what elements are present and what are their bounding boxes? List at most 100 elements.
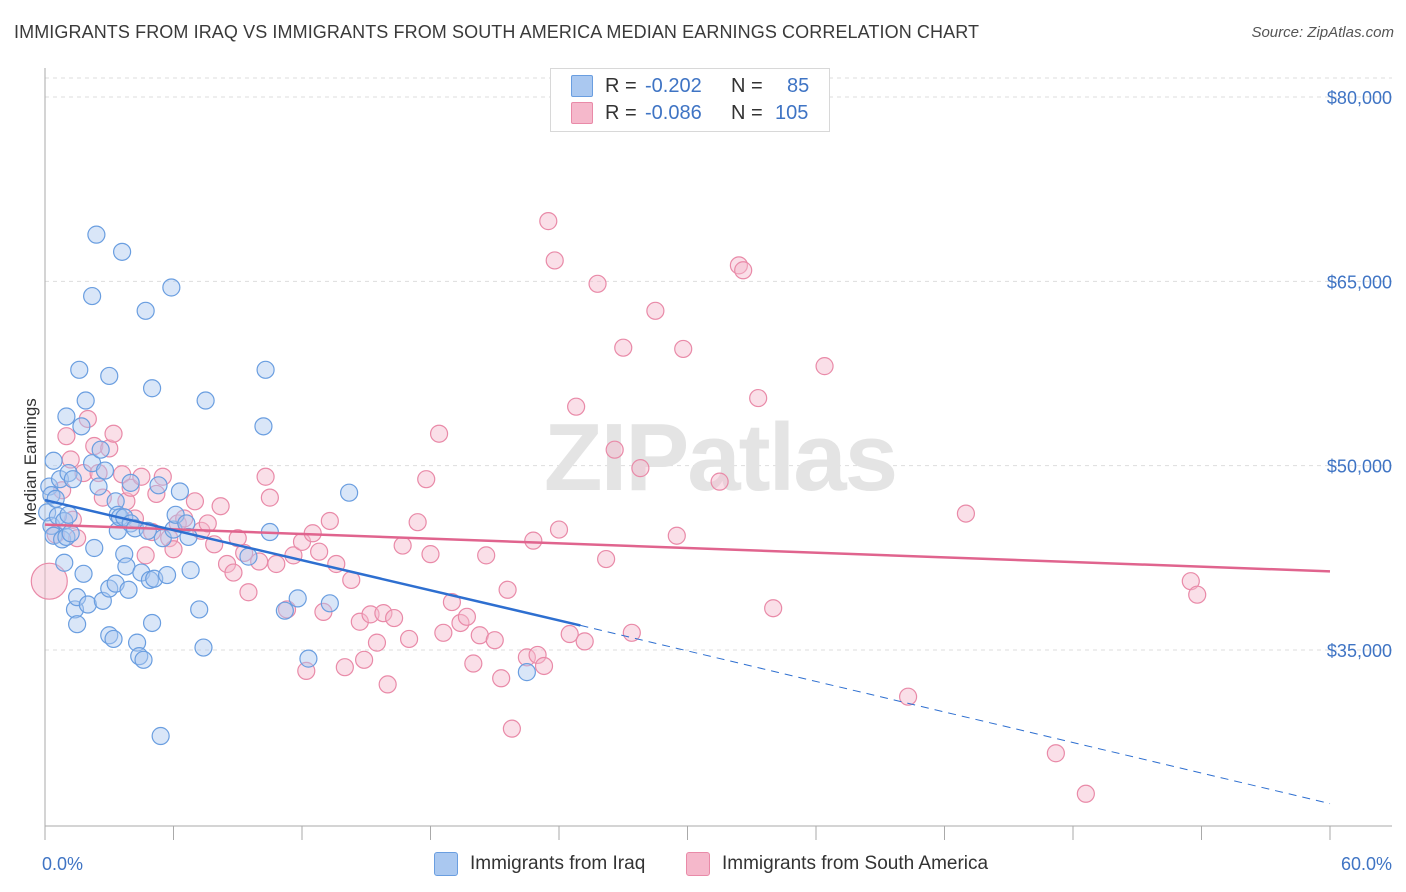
axes (44, 68, 1392, 840)
south-america-point (492, 669, 511, 688)
south-america-point (399, 629, 419, 649)
iraq-point (85, 538, 104, 558)
iraq-point (517, 663, 536, 682)
south-america-point (260, 488, 279, 507)
watermark: ZIPatlas (544, 404, 896, 511)
y-tick-label: $50,000 (1327, 457, 1392, 477)
iraq-point (288, 589, 307, 608)
legend-item-iraq[interactable]: Immigrants from Iraq (434, 852, 645, 876)
iraq-point (61, 524, 80, 543)
south-america-point (374, 604, 393, 623)
iraq-point (162, 278, 181, 297)
south-america-point (164, 540, 183, 559)
south-america-point (498, 580, 517, 599)
iraq-swatch-icon (434, 852, 458, 876)
iraq-point (38, 503, 57, 522)
iraq-point (170, 482, 190, 501)
iraq-point (63, 470, 82, 489)
south-america-point (749, 388, 768, 408)
south-america-point (549, 520, 569, 539)
legend-item-south-america[interactable]: Immigrants from South America (686, 852, 988, 876)
south-america-point (153, 467, 172, 486)
south-america-point (1046, 744, 1065, 763)
iraq-point (78, 595, 97, 614)
south-america-point (710, 472, 729, 491)
south-america-point (256, 467, 275, 486)
south-america-point (355, 650, 374, 669)
south-america-point (631, 459, 650, 478)
iraq-point (299, 649, 318, 668)
south-america-point (502, 719, 521, 738)
south-america-point (198, 514, 217, 533)
iraq-point (134, 650, 153, 669)
n-label: N = (731, 74, 763, 97)
south-america-point (310, 542, 329, 561)
iraq-point (181, 561, 200, 580)
legend-row-south-america: R = -0.086 N = 105 (571, 100, 808, 126)
iraq-point (74, 564, 93, 583)
south-america-point (442, 592, 462, 612)
y-tick-label: $80,000 (1327, 88, 1392, 108)
iraq-point (157, 565, 177, 585)
south-america-point (614, 338, 633, 357)
south-america-point (320, 511, 339, 531)
south-america-point (1188, 585, 1207, 604)
iraq-point (104, 629, 123, 649)
iraq-point (190, 600, 209, 619)
iraq-point (142, 379, 162, 398)
south-america-point (605, 440, 624, 459)
south-america-point (57, 427, 76, 446)
south-america-point (646, 301, 665, 320)
south-america-point (588, 274, 607, 293)
iraq-point (89, 477, 108, 496)
south-america-point (335, 658, 354, 677)
iraq-point (138, 521, 157, 540)
south-america-point (734, 261, 753, 280)
south-america-point (417, 470, 436, 489)
x-tick-labels: 0.0% 60.0% (42, 854, 1392, 874)
y-tick-label: $65,000 (1327, 272, 1392, 292)
correlation-legend: R = -0.202 N = 85 R = -0.086 N = 105 (550, 68, 830, 132)
south-america-point (224, 563, 243, 582)
iraq-point (112, 242, 132, 261)
n-label: N = (731, 101, 763, 124)
iraq-point (68, 615, 87, 634)
y-axis-title: Median Earnings (21, 398, 40, 526)
south-america-point (1076, 784, 1095, 803)
south-america-point (517, 648, 536, 667)
south-america-point (367, 633, 387, 652)
south-america-point (464, 654, 483, 673)
iraq-point (127, 633, 147, 652)
iraq-point (119, 580, 138, 599)
south-america-point (267, 554, 286, 574)
iraq-point (151, 726, 170, 746)
south-america-point (384, 608, 404, 628)
iraq-point (256, 360, 275, 379)
south-america-point (898, 687, 918, 706)
source-label: Source: ZipAtlas.com (1251, 24, 1394, 41)
r-label: R = (605, 101, 637, 124)
iraq-point (68, 588, 87, 607)
iraq-point (194, 638, 213, 657)
south-america-trend-line (44, 523, 1331, 573)
south-america-point (361, 605, 380, 624)
iraq-point (254, 417, 273, 436)
south-america-point (567, 397, 586, 416)
iraq-point (87, 225, 106, 244)
iraq-point (149, 476, 168, 495)
south-america-point (477, 546, 496, 565)
chart-title: IMMIGRANTS FROM IRAQ VS IMMIGRANTS FROM … (14, 22, 980, 42)
south-america-point (393, 536, 412, 555)
series-south-america (30, 212, 1207, 803)
n-value: 105 (775, 101, 809, 124)
legend-row-iraq: R = -0.202 N = 85 (571, 73, 809, 99)
south-america-point (121, 478, 140, 497)
iraq-swatch-icon (571, 75, 593, 97)
south-america-point (132, 467, 151, 486)
n-value: 85 (787, 74, 810, 97)
south-america-point (30, 562, 68, 600)
south-america-point (485, 631, 504, 650)
south-america-point (457, 607, 477, 626)
south-america-point (239, 583, 258, 602)
south-america-point (764, 599, 783, 618)
